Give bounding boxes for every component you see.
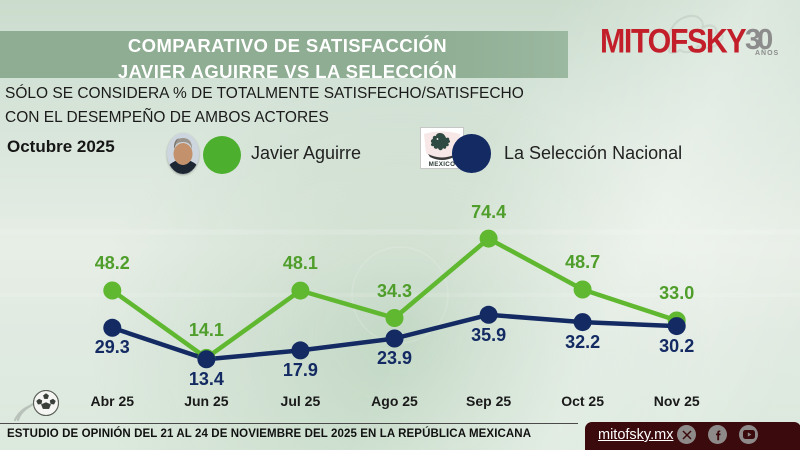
svg-text:13.4: 13.4	[189, 369, 224, 389]
svg-text:29.3: 29.3	[95, 337, 130, 357]
svg-text:Jul 25: Jul 25	[281, 393, 321, 409]
svg-text:Sep 25: Sep 25	[466, 393, 511, 409]
svg-text:17.9: 17.9	[283, 360, 318, 380]
svg-text:34.3: 34.3	[377, 281, 412, 301]
svg-text:23.9: 23.9	[377, 348, 412, 368]
svg-text:48.7: 48.7	[565, 252, 600, 272]
svg-text:Jun 25: Jun 25	[184, 393, 229, 409]
svg-text:32.2: 32.2	[565, 332, 600, 352]
svg-text:33.0: 33.0	[659, 283, 694, 303]
svg-text:14.1: 14.1	[189, 320, 224, 340]
svg-text:48.2: 48.2	[95, 253, 130, 273]
svg-text:30.2: 30.2	[659, 336, 694, 356]
svg-text:Abr 25: Abr 25	[91, 393, 135, 409]
svg-text:Nov 25: Nov 25	[654, 393, 700, 409]
svg-text:Ago 25: Ago 25	[371, 393, 418, 409]
svg-text:35.9: 35.9	[471, 325, 506, 345]
svg-text:74.4: 74.4	[471, 202, 506, 222]
svg-text:Oct 25: Oct 25	[561, 393, 604, 409]
svg-text:48.1: 48.1	[283, 253, 318, 273]
